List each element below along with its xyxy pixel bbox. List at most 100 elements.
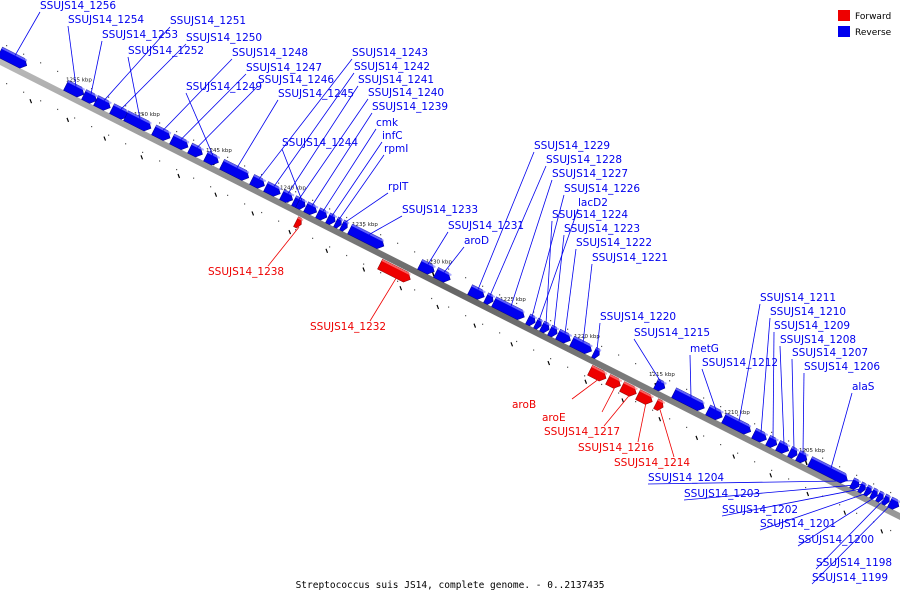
gene-SSUJS14_1203[interactable] xyxy=(857,481,868,495)
label-SSUJS14_1206[interactable]: SSUJS14_1206 xyxy=(804,361,880,373)
label-SSUJS14_1199[interactable]: SSUJS14_1199 xyxy=(812,572,888,584)
label-SSUJS14_1210[interactable]: SSUJS14_1210 xyxy=(770,306,846,318)
gene-SSUJS14_1241[interactable] xyxy=(279,189,296,205)
gene-SSUJS14_1232[interactable] xyxy=(377,258,413,284)
label-SSUJS14_1252[interactable]: SSUJS14_1252 xyxy=(128,45,204,57)
label-SSUJS14_1220[interactable]: SSUJS14_1220 xyxy=(600,311,676,323)
gene-SSUJS14_1208[interactable] xyxy=(775,440,792,455)
gene-arrow-aroB[interactable] xyxy=(587,365,609,383)
label-cmk[interactable]: cmk xyxy=(376,117,399,129)
label-SSUJS14_1238[interactable]: SSUJS14_1238 xyxy=(208,266,284,278)
gene-SSUJS14_1222[interactable] xyxy=(555,328,573,345)
gene-lacD2[interactable] xyxy=(533,317,544,331)
gene-SSUJS14_1211[interactable] xyxy=(721,412,754,436)
gene-arrow-SSUJS14_1220[interactable] xyxy=(591,347,602,360)
label-SSUJS14_1208[interactable]: SSUJS14_1208 xyxy=(780,334,856,346)
gene-SSUJS14_1204[interactable] xyxy=(849,477,862,491)
gene-SSUJS14_1209[interactable] xyxy=(765,435,780,449)
label-SSUJS14_1247[interactable]: SSUJS14_1247 xyxy=(246,62,322,74)
label-SSUJS14_1226[interactable]: SSUJS14_1226 xyxy=(564,183,640,195)
gene-alaS[interactable] xyxy=(807,456,850,486)
label-SSUJS14_1242[interactable]: SSUJS14_1242 xyxy=(354,61,430,73)
label-SSUJS14_1243[interactable]: SSUJS14_1243 xyxy=(352,47,428,59)
gene-SSUJS14_1210[interactable] xyxy=(751,427,769,444)
gene-arrow-SSUJS14_1256[interactable] xyxy=(0,46,29,70)
label-SSUJS14_1256[interactable]: SSUJS14_1256 xyxy=(40,0,116,12)
gene-aroB[interactable] xyxy=(587,365,609,383)
label-SSUJS14_1224[interactable]: SSUJS14_1224 xyxy=(552,209,628,221)
gene-arrow-SSUJS14_1203[interactable] xyxy=(857,481,868,495)
label-SSUJS14_1251[interactable]: SSUJS14_1251 xyxy=(170,15,246,27)
label-SSUJS14_1215[interactable]: SSUJS14_1215 xyxy=(634,327,710,339)
gene-SSUJS14_1251[interactable] xyxy=(93,95,113,113)
gene-arrow-SSUJS14_1198[interactable] xyxy=(881,493,892,507)
gene-arrow-rpmI[interactable] xyxy=(333,216,344,230)
gene-SSUJS14_1249[interactable] xyxy=(203,150,221,167)
label-SSUJS14_1240[interactable]: SSUJS14_1240 xyxy=(368,87,444,99)
label-metG[interactable]: metG xyxy=(690,343,719,355)
gene-aroE[interactable] xyxy=(605,374,623,390)
label-SSUJS14_1201[interactable]: SSUJS14_1201 xyxy=(760,518,836,530)
label-SSUJS14_1222[interactable]: SSUJS14_1222 xyxy=(576,237,652,249)
label-SSUJS14_1202[interactable]: SSUJS14_1202 xyxy=(722,504,798,516)
gene-arrow-SSUJS14_1247[interactable] xyxy=(169,133,191,152)
label-rpmI[interactable]: rpmI xyxy=(384,143,408,155)
gene-SSUJS14_1216[interactable] xyxy=(635,389,655,407)
label-SSUJS14_1211[interactable]: SSUJS14_1211 xyxy=(760,292,836,304)
gene-SSUJS14_1238[interactable] xyxy=(293,216,304,230)
gene-SSUJS14_1214[interactable] xyxy=(653,398,666,412)
label-SSUJS14_1246[interactable]: SSUJS14_1246 xyxy=(258,74,334,86)
gene-arrow-SSUJS14_1248[interactable] xyxy=(151,124,173,143)
label-SSUJS14_1241[interactable]: SSUJS14_1241 xyxy=(358,74,434,86)
label-SSUJS14_1250[interactable]: SSUJS14_1250 xyxy=(186,32,262,44)
gene-SSUJS14_1212[interactable] xyxy=(705,404,725,422)
gene-SSUJS14_1206[interactable] xyxy=(795,450,810,465)
gene-arrow-lacD2[interactable] xyxy=(533,317,544,331)
gene-SSUJS14_1223[interactable] xyxy=(547,324,560,338)
label-SSUJS14_1231[interactable]: SSUJS14_1231 xyxy=(448,220,524,232)
label-aroB[interactable]: aroB xyxy=(512,399,536,411)
gene-SSUJS14_1199[interactable] xyxy=(887,496,900,511)
gene-SSUJS14_1228[interactable] xyxy=(483,292,496,306)
gene-SSUJS14_1256[interactable] xyxy=(0,46,29,70)
label-SSUJS14_1212[interactable]: SSUJS14_1212 xyxy=(702,357,778,369)
gene-arrow-SSUJS14_1233[interactable] xyxy=(347,223,387,251)
label-alaS[interactable]: alaS xyxy=(852,381,875,393)
gene-SSUJS14_1217[interactable] xyxy=(619,381,639,399)
label-SSUJS14_1249[interactable]: SSUJS14_1249 xyxy=(186,81,262,93)
label-SSUJS14_1214[interactable]: SSUJS14_1214 xyxy=(614,457,690,469)
label-SSUJS14_1253[interactable]: SSUJS14_1253 xyxy=(102,29,178,41)
label-SSUJS14_1232[interactable]: SSUJS14_1232 xyxy=(310,321,386,333)
gene-SSUJS14_1200[interactable] xyxy=(875,490,886,504)
gene-SSUJS14_1253[interactable] xyxy=(81,89,99,106)
gene-SSUJS14_1207[interactable] xyxy=(787,446,800,459)
label-SSUJS14_1198[interactable]: SSUJS14_1198 xyxy=(816,557,892,569)
gene-SSUJS14_1224[interactable] xyxy=(539,320,552,334)
gene-SSUJS14_1239[interactable] xyxy=(303,201,320,217)
label-SSUJS14_1239[interactable]: SSUJS14_1239 xyxy=(372,101,448,113)
label-SSUJS14_1227[interactable]: SSUJS14_1227 xyxy=(552,168,628,180)
gene-cmk[interactable] xyxy=(315,207,330,222)
label-rplT[interactable]: rplT xyxy=(388,181,409,193)
gene-arrow-SSUJS14_1238[interactable] xyxy=(293,216,304,230)
label-SSUJS14_1254[interactable]: SSUJS14_1254 xyxy=(68,14,144,26)
label-SSUJS14_1223[interactable]: SSUJS14_1223 xyxy=(564,223,640,235)
gene-SSUJS14_1227[interactable] xyxy=(491,296,527,322)
gene-arrow-SSUJS14_1200[interactable] xyxy=(875,490,886,504)
gene-metG[interactable] xyxy=(671,387,707,413)
gene-arrow-SSUJS14_1252[interactable] xyxy=(123,110,154,133)
gene-arrow-SSUJS14_1254[interactable] xyxy=(63,80,87,99)
label-SSUJS14_1200[interactable]: SSUJS14_1200 xyxy=(798,534,874,546)
gene-SSUJS14_1245[interactable] xyxy=(219,158,252,182)
label-SSUJS14_1244[interactable]: SSUJS14_1244 xyxy=(282,137,358,149)
label-SSUJS14_1221[interactable]: SSUJS14_1221 xyxy=(592,252,668,264)
label-SSUJS14_1209[interactable]: SSUJS14_1209 xyxy=(774,320,850,332)
label-infC[interactable]: infC xyxy=(382,130,403,142)
label-SSUJS14_1245[interactable]: SSUJS14_1245 xyxy=(278,88,354,100)
label-SSUJS14_1216[interactable]: SSUJS14_1216 xyxy=(578,442,654,454)
label-aroE[interactable]: aroE xyxy=(542,412,566,424)
gene-SSUJS14_1226[interactable] xyxy=(525,313,538,327)
gene-arrow-SSUJS14_1211[interactable] xyxy=(721,412,754,436)
label-SSUJS14_1204[interactable]: SSUJS14_1204 xyxy=(648,472,724,484)
gene-SSUJS14_1198[interactable] xyxy=(881,493,892,507)
